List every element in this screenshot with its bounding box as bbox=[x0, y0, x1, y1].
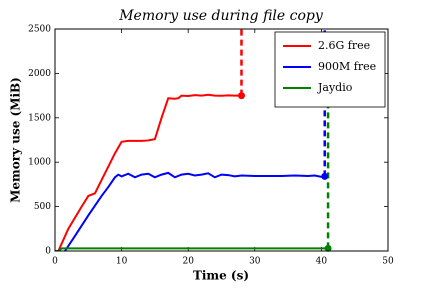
x-tick-label: 0 bbox=[52, 257, 58, 267]
y-tick-label: 1500 bbox=[28, 113, 51, 123]
x-axis-label: Time (s) bbox=[193, 269, 249, 283]
x-tick-label: 40 bbox=[316, 257, 328, 267]
y-tick-label: 500 bbox=[34, 202, 51, 212]
end-marker bbox=[321, 172, 329, 180]
x-tick-label: 50 bbox=[382, 257, 394, 267]
y-tick-label: 2500 bbox=[28, 25, 51, 35]
x-tick-label: 30 bbox=[249, 257, 261, 267]
series-line bbox=[57, 93, 242, 251]
chart-title: Memory use during file copy bbox=[118, 8, 324, 24]
y-tick-label: 1000 bbox=[28, 158, 51, 168]
legend-box bbox=[274, 31, 386, 108]
legend-label: Jaydio bbox=[317, 81, 353, 94]
x-tick-label: 10 bbox=[116, 257, 128, 267]
x-tick-label: 20 bbox=[182, 257, 194, 267]
legend-label: 2.6G free bbox=[318, 39, 370, 52]
y-axis-label: Memory use (MiB) bbox=[9, 77, 23, 203]
series-line bbox=[55, 247, 329, 251]
end-marker bbox=[324, 244, 332, 252]
y-tick-label: 2000 bbox=[28, 69, 51, 79]
series-line bbox=[64, 171, 325, 251]
y-tick-label: 0 bbox=[45, 247, 51, 257]
legend-label: 900M free bbox=[318, 60, 376, 73]
end-marker bbox=[237, 92, 245, 100]
plot-frame bbox=[54, 28, 389, 252]
